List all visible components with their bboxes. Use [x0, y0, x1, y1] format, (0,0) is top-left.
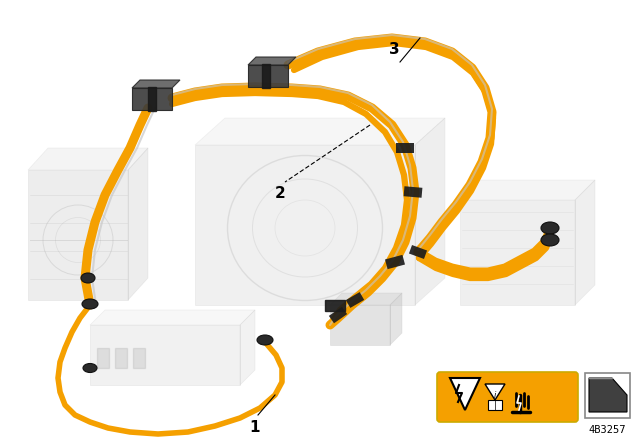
Bar: [488, 400, 502, 410]
Polygon shape: [450, 378, 480, 410]
Bar: [148, 87, 156, 111]
Polygon shape: [90, 325, 240, 385]
Bar: [346, 292, 364, 308]
Polygon shape: [485, 384, 505, 400]
Ellipse shape: [81, 273, 95, 283]
Polygon shape: [460, 200, 575, 305]
Bar: [325, 300, 345, 311]
Polygon shape: [248, 57, 296, 65]
Text: i: i: [494, 392, 496, 401]
Polygon shape: [128, 148, 148, 300]
Polygon shape: [90, 310, 255, 325]
Bar: [329, 307, 347, 323]
Bar: [133, 348, 145, 368]
Polygon shape: [575, 180, 595, 305]
Ellipse shape: [257, 335, 273, 345]
Polygon shape: [195, 145, 415, 305]
Bar: [115, 348, 127, 368]
Ellipse shape: [83, 363, 97, 372]
Bar: [97, 348, 109, 368]
Polygon shape: [415, 118, 445, 305]
Text: 2: 2: [275, 186, 285, 201]
Bar: [409, 245, 427, 259]
Polygon shape: [330, 305, 390, 345]
FancyBboxPatch shape: [437, 372, 578, 422]
Polygon shape: [460, 180, 595, 200]
Bar: [585, 373, 630, 418]
Polygon shape: [589, 378, 627, 412]
Polygon shape: [330, 293, 402, 305]
Text: 4B3257: 4B3257: [588, 425, 626, 435]
Polygon shape: [390, 293, 402, 345]
Bar: [404, 186, 422, 198]
Polygon shape: [132, 80, 180, 88]
Ellipse shape: [541, 222, 559, 234]
Bar: [385, 255, 405, 269]
Ellipse shape: [541, 234, 559, 246]
Polygon shape: [28, 170, 128, 300]
Text: 3: 3: [389, 42, 400, 57]
Ellipse shape: [82, 299, 98, 309]
Polygon shape: [195, 118, 445, 145]
Bar: [396, 143, 414, 153]
Polygon shape: [248, 65, 288, 87]
Polygon shape: [28, 148, 148, 170]
Bar: [262, 64, 270, 88]
Polygon shape: [240, 310, 255, 385]
Text: 1: 1: [250, 420, 260, 435]
Polygon shape: [132, 88, 172, 110]
